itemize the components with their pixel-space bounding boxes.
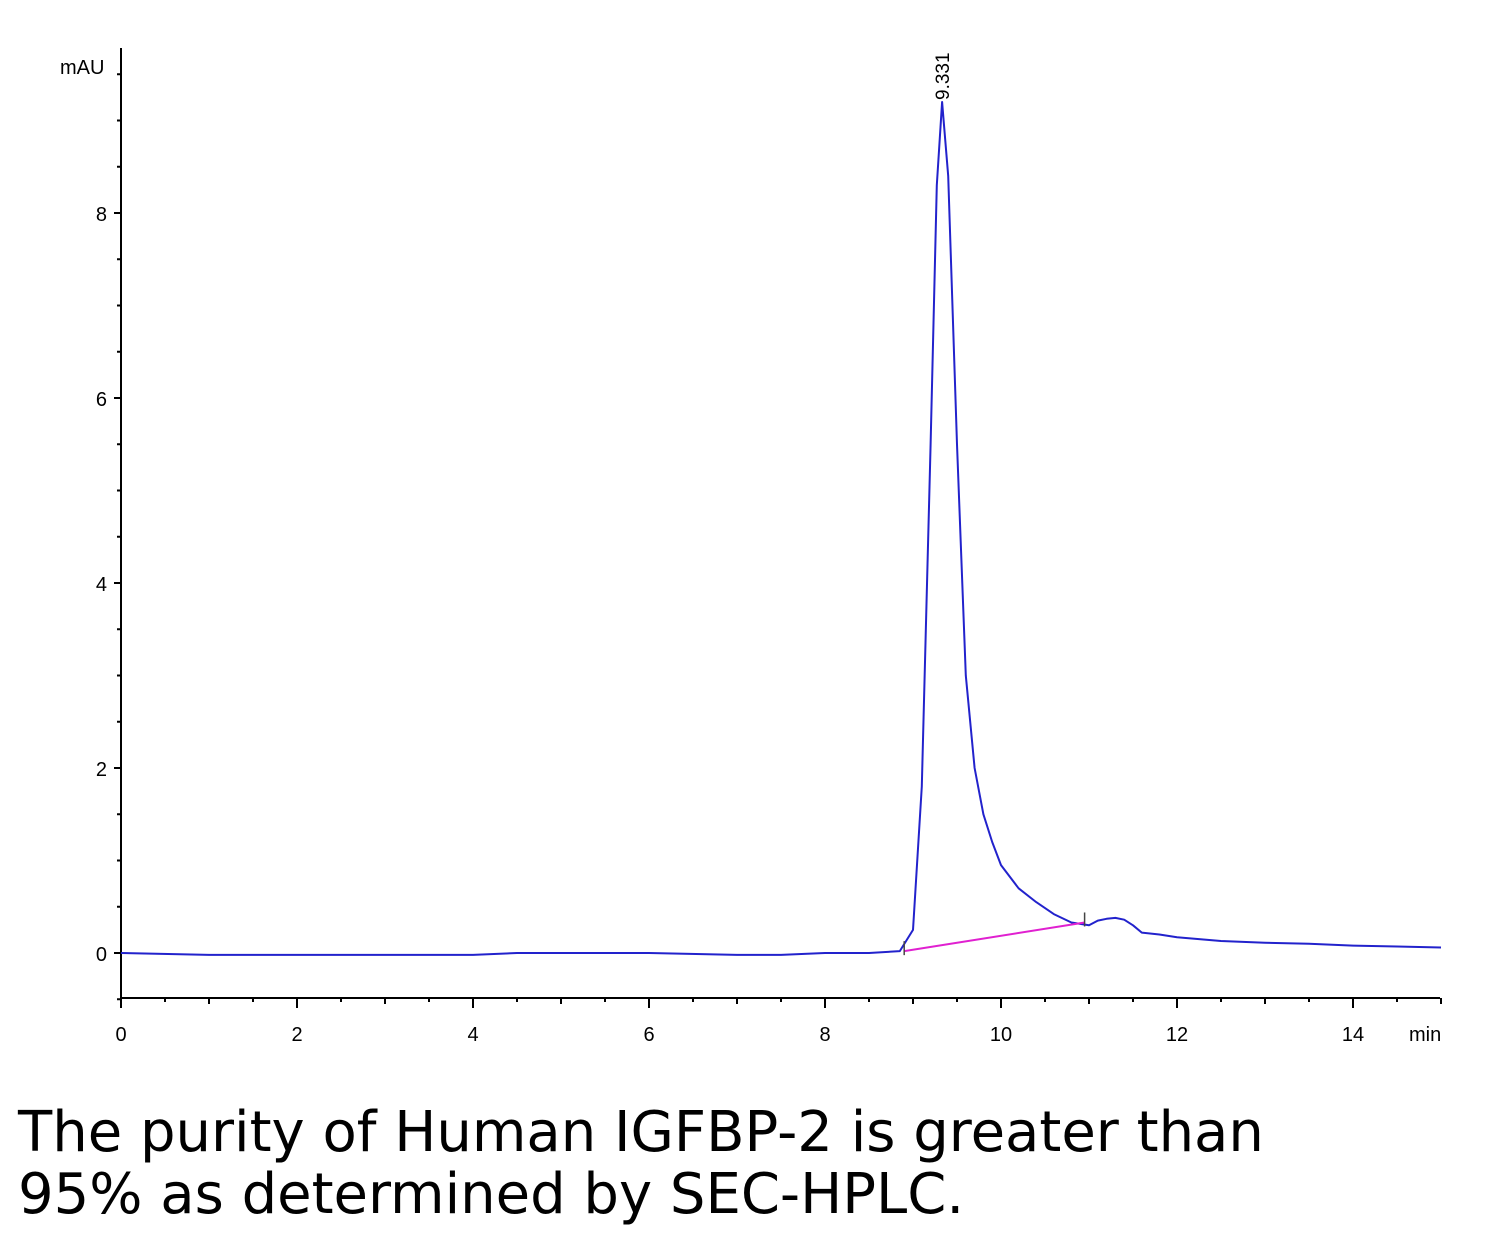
y-tick-label: 2: [96, 759, 107, 781]
chromatogram-chart: 0 2 4 6 8 0 2 4 6 8 10 12 14 mAU min 9.331: [60, 48, 1442, 1046]
x-axis-label: min: [1409, 1024, 1441, 1046]
y-tick-label: 6: [96, 389, 107, 411]
x-tick-label: 2: [291, 1024, 302, 1046]
x-tick-label: 8: [819, 1024, 830, 1046]
y-tick-label: 8: [96, 204, 107, 226]
baseline-line: [904, 921, 1085, 953]
x-tick-label: 14: [1342, 1024, 1364, 1046]
x-tick-label: 12: [1166, 1024, 1188, 1046]
x-tick-label: 10: [990, 1024, 1012, 1046]
series-layer: [120, 101, 1442, 956]
x-tick-label: 0: [115, 1024, 126, 1046]
caption-line-1: The purity of Human IGFBP-2 is greater t…: [18, 1100, 1264, 1165]
caption-line-2: 95% as determined by SEC-HPLC.: [18, 1162, 965, 1227]
peak-label: 9.331: [933, 52, 954, 100]
caption: The purity of Human IGFBP-2 is greater t…: [18, 1102, 1478, 1226]
y-axis-ticks: 0 2 4 6 8: [96, 73, 121, 1001]
x-tick-label: 4: [467, 1024, 478, 1046]
y-axis-label: mAU: [60, 57, 104, 79]
x-axis-ticks: 0 2 4 6 8 10 12 14: [115, 998, 1442, 1046]
y-tick-label: 4: [96, 574, 107, 596]
signal-trace: [120, 101, 1442, 956]
x-tick-label: 6: [643, 1024, 654, 1046]
y-tick-label: 0: [96, 944, 107, 966]
